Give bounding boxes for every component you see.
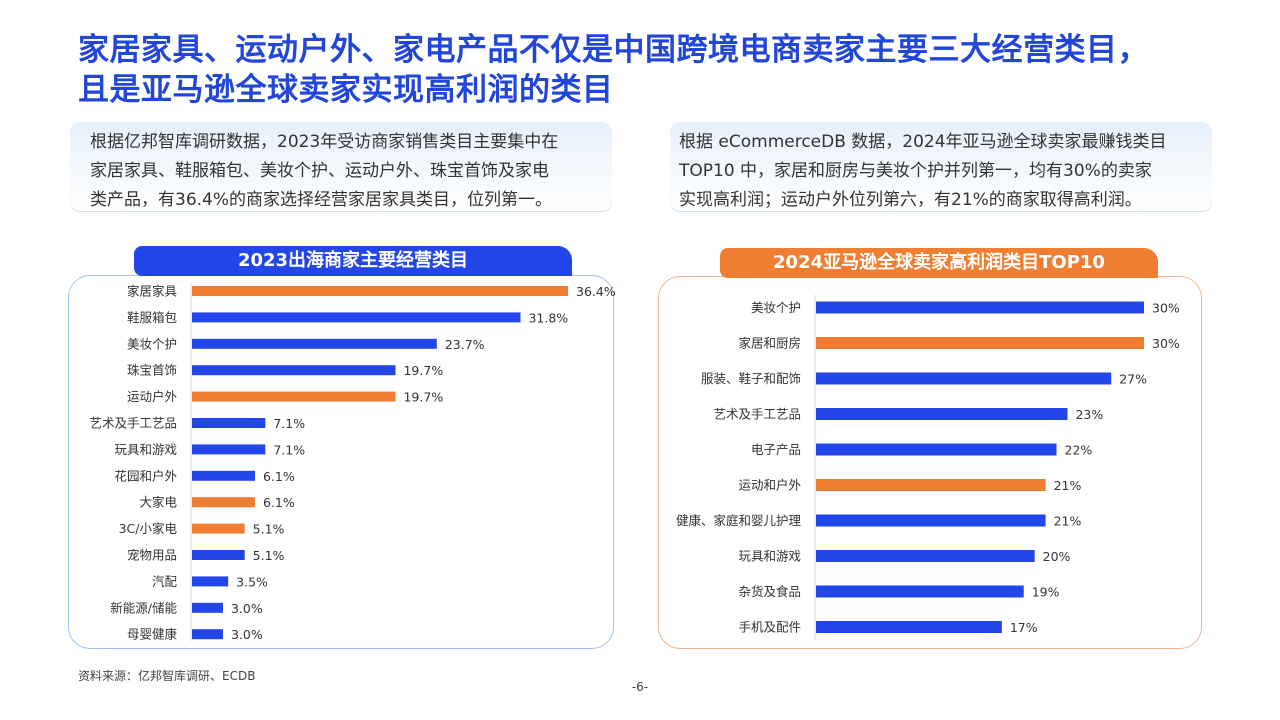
left-chart-panel	[68, 275, 614, 649]
left-bar	[192, 338, 437, 349]
left-category-label: 3C/小家电	[119, 521, 178, 536]
left-value-label: 6.1%	[263, 469, 295, 484]
left-value-label: 7.1%	[273, 416, 305, 431]
left-category-label: 家居家具	[127, 284, 178, 299]
left-summary-line-1: 根据亿邦智库调研数据，2023年受访商家销售类目主要集中在	[90, 132, 559, 152]
left-value-label: 3.5%	[236, 574, 268, 589]
left-category-label: 玩具和游戏	[114, 442, 177, 457]
left-summary-line-2: 家居家具、鞋服箱包、美妆个护、运动户外、珠宝首饰及家电	[90, 161, 549, 181]
left-category-label: 鞋服箱包	[127, 310, 177, 325]
left-bar	[192, 444, 266, 455]
right-summary-box: 根据 eCommerceDB 数据，2024年亚马逊全球卖家最赚钱类目 TOP1…	[670, 122, 1212, 212]
left-category-label: 大家电	[139, 495, 177, 510]
left-bar	[192, 418, 266, 428]
left-category-label: 运动户外	[127, 389, 178, 404]
left-bar	[192, 391, 396, 402]
left-summary-box: 根据亿邦智库调研数据，2023年受访商家销售类目主要集中在 家居家具、鞋服箱包、…	[70, 122, 612, 212]
left-value-label: 7.1%	[273, 442, 305, 457]
left-bar	[192, 312, 521, 323]
left-value-label: 19.7%	[403, 363, 443, 378]
left-value-label: 5.1%	[253, 522, 285, 537]
left-category-label: 母婴健康	[127, 627, 178, 642]
source-note: 资料来源：亿邦智库调研、ECDB	[78, 669, 256, 683]
left-bar	[192, 602, 223, 613]
page-title: 家居家具、运动户外、家电产品不仅是中国跨境电商卖家主要三大经营类目， 且是亚马逊…	[78, 30, 1228, 110]
left-bar	[192, 286, 568, 296]
left-category-label: 汽配	[152, 574, 178, 589]
left-bar	[192, 576, 229, 587]
left-bar	[192, 523, 245, 534]
right-summary-line-1: 根据 eCommerceDB 数据，2024年亚马逊全球卖家最赚钱类目	[679, 132, 1167, 152]
left-category-label: 宠物用品	[127, 548, 177, 563]
left-bar	[192, 470, 256, 481]
left-bar	[192, 550, 245, 560]
right-chart-title: 2024亚马逊全球卖家高利润类目TOP10	[720, 248, 1158, 278]
left-bar	[192, 629, 223, 640]
left-value-label: 36.4%	[576, 284, 616, 299]
left-value-label: 5.1%	[253, 548, 285, 563]
left-value-label: 3.0%	[231, 601, 263, 616]
left-category-label: 艺术及手工艺品	[89, 416, 177, 431]
left-value-label: 3.0%	[231, 627, 263, 642]
page-title-line-2: 且是亚马逊全球卖家实现高利润的类目	[78, 72, 614, 108]
left-category-label: 珠宝首饰	[127, 363, 177, 378]
left-category-label: 新能源/储能	[110, 600, 177, 615]
right-summary-line-3: 实现高利润；运动户外位列第六，有21%的商家取得高利润。	[679, 190, 1142, 210]
left-category-label: 花园和户外	[114, 468, 177, 483]
page-title-line-1: 家居家具、运动户外、家电产品不仅是中国跨境电商卖家主要三大经营类目，	[78, 32, 1149, 68]
page-number: -6-	[631, 680, 649, 694]
left-bar	[192, 365, 396, 376]
left-value-label: 19.7%	[403, 390, 443, 405]
left-category-label: 美妆个护	[127, 336, 177, 351]
right-summary-line-2: TOP10 中，家居和厨房与美妆个护并列第一，均有30%的卖家	[679, 161, 1152, 181]
left-summary-line-3: 类产品，有36.4%的商家选择经营家居家具类目，位列第一。	[90, 190, 553, 210]
left-bar	[192, 497, 256, 508]
left-value-label: 31.8%	[528, 310, 568, 325]
left-chart-title: 2023出海商家主要经营类目	[134, 246, 572, 276]
left-value-label: 23.7%	[445, 337, 485, 352]
left-value-label: 6.1%	[263, 495, 295, 510]
